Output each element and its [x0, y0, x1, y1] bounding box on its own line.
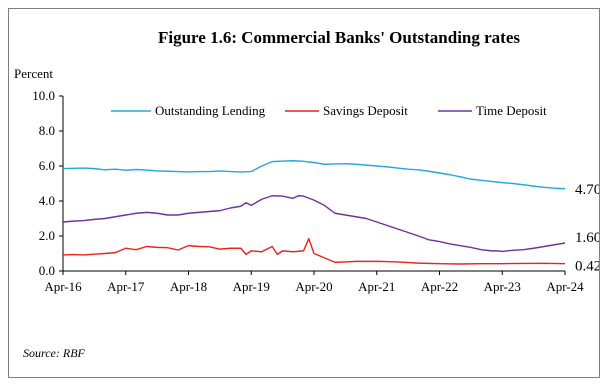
x-tick-label: Apr-20	[295, 279, 332, 294]
series-line-savings-deposit	[62, 237, 566, 265]
series-line-outstanding-lending	[62, 160, 566, 190]
x-tick-label: Apr-22	[421, 279, 458, 294]
x-tick-label: Apr-24	[546, 279, 584, 294]
end-label-time-deposit: 1.60	[575, 230, 599, 246]
legend-label-outstanding-lending: Outstanding Lending	[155, 103, 266, 118]
chart-title: Figure 1.6: Commercial Banks' Outstandin…	[158, 28, 520, 47]
series-line-time-deposit	[62, 195, 566, 253]
y-tick-label: 2.0	[39, 228, 55, 243]
y-tick-label: 8.0	[39, 123, 55, 138]
x-tick-label: Apr-17	[107, 279, 145, 294]
y-tick-label: 10.0	[32, 88, 55, 103]
chart-canvas: Figure 1.6: Commercial Banks' Outstandin…	[14, 28, 599, 360]
x-tick-label: Apr-19	[233, 279, 270, 294]
x-tick-label: Apr-21	[358, 279, 395, 294]
x-tick-label: Apr-23	[484, 279, 521, 294]
y-axis-label: Percent	[14, 66, 53, 81]
legend: Outstanding Lending Savings Deposit Time D…	[111, 103, 547, 118]
legend-label-savings-deposit: Savings Deposit	[323, 103, 408, 118]
axes: 0.0 2.0 4.0 6.0 8.0 10.0 Apr-16 Apr-17 Apr-18 Apr…	[32, 88, 584, 294]
x-tick-label: Apr-18	[170, 279, 207, 294]
series-group	[62, 160, 566, 265]
y-tick-label: 4.0	[39, 193, 55, 208]
x-tick-label: Apr-16	[44, 279, 82, 294]
chart-frame: Figure 1.6: Commercial Banks' Outstandin…	[8, 8, 600, 378]
y-tick-label: 6.0	[39, 158, 55, 173]
source-note: Source: RBF	[23, 346, 86, 360]
legend-label-time-deposit: Time Deposit	[476, 103, 547, 118]
y-tick-label: 0.0	[39, 263, 55, 278]
end-labels: 4.70 0.42 1.60	[575, 182, 599, 275]
end-label-outstanding-lending: 4.70	[575, 182, 599, 198]
end-label-savings-deposit: 0.42	[575, 259, 599, 275]
